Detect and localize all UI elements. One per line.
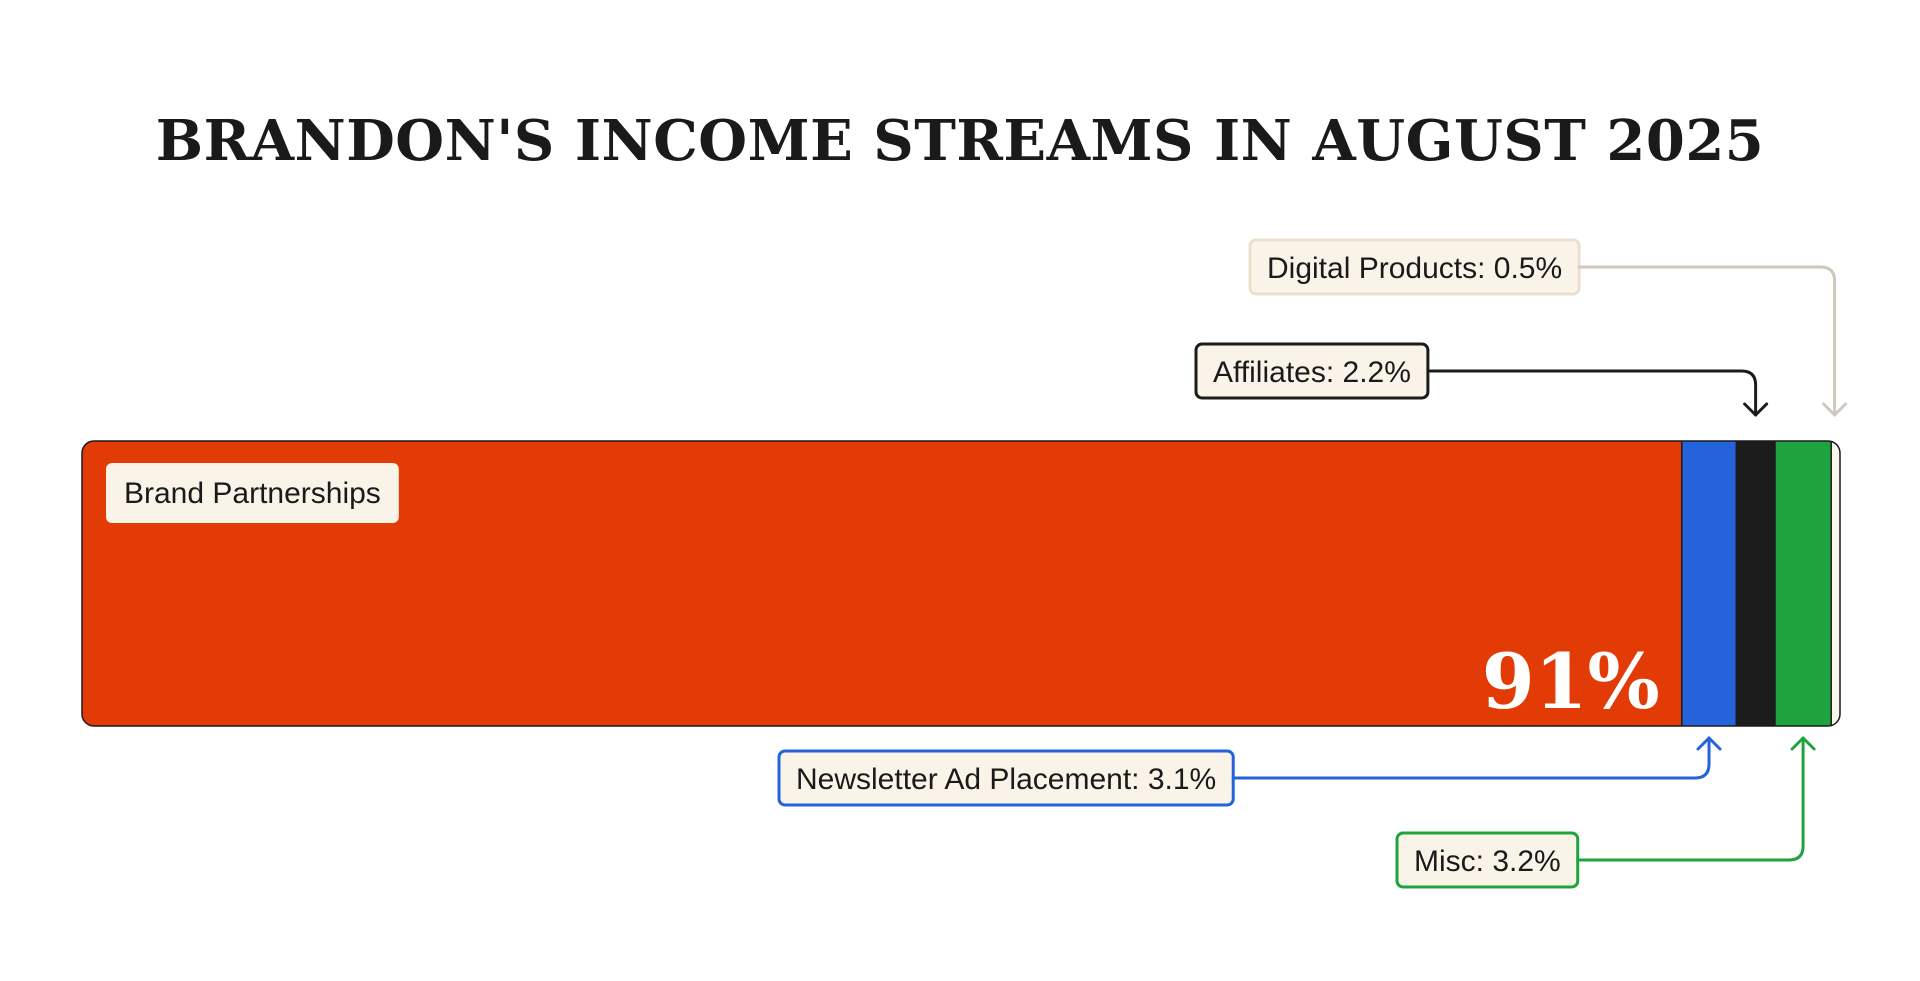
arrow-line-misc xyxy=(1576,736,1805,862)
arrow-line-digital xyxy=(1577,265,1837,417)
bar-outline xyxy=(81,440,1841,727)
label-misc: Misc: 3.2% xyxy=(1414,845,1561,878)
bar-segment-misc xyxy=(1774,441,1832,726)
arrow-head-misc xyxy=(1790,736,1816,751)
arrow-line-affiliates xyxy=(1426,369,1758,417)
arrow-head-affiliates xyxy=(1743,402,1769,417)
arrow-line-newsletter xyxy=(1231,736,1711,780)
label-affiliates: Affiliates: 2.2% xyxy=(1213,356,1411,389)
arrow-head-digital xyxy=(1822,402,1848,417)
bar-segment-newsletter xyxy=(1681,441,1737,726)
label-brand: Brand Partnerships xyxy=(124,477,381,510)
bar-segment-affiliates xyxy=(1736,441,1776,726)
arrow-head-newsletter xyxy=(1696,736,1722,751)
bar-segment-digital xyxy=(1831,441,1840,726)
label-newsletter: Newsletter Ad Placement: 3.1% xyxy=(796,763,1216,796)
chart-title: BRANDON'S INCOME STREAMS IN AUGUST 2025 xyxy=(155,108,1765,174)
label-box-brand xyxy=(106,463,399,523)
label-digital: Digital Products: 0.5% xyxy=(1267,252,1562,285)
value-label-brand: 91% xyxy=(1482,637,1660,726)
